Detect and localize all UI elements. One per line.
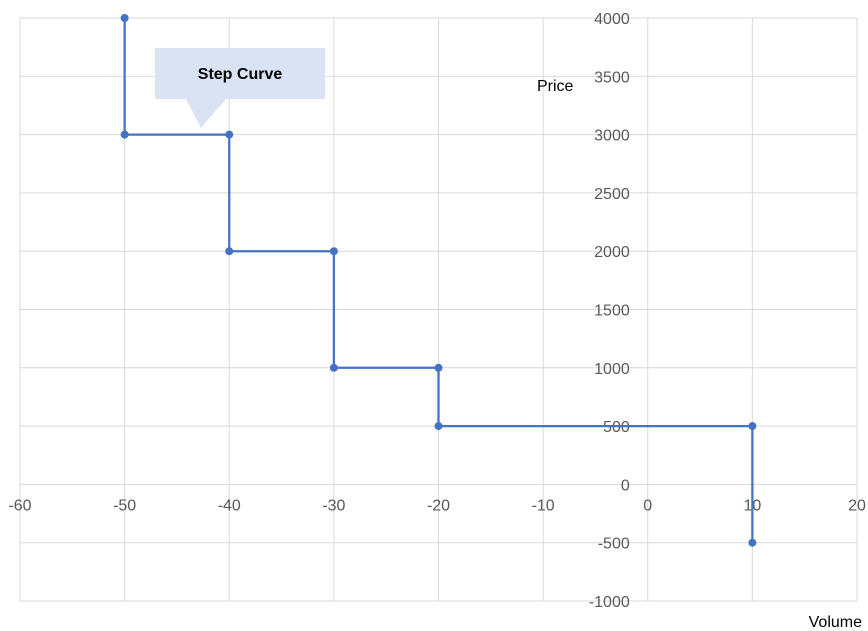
x-tick-label: -10	[532, 497, 555, 514]
data-point	[225, 130, 234, 139]
y-tick-label: -500	[598, 536, 630, 553]
x-tick-label: 20	[848, 497, 866, 514]
data-point	[748, 422, 757, 431]
data-point	[329, 363, 338, 372]
x-axis-title: Volume	[809, 614, 862, 631]
grid-lines	[19, 17, 858, 602]
data-point	[748, 538, 757, 547]
y-tick-label: 3000	[594, 128, 630, 145]
x-tick-label: -50	[113, 497, 136, 514]
y-axis-title: Price	[537, 78, 574, 95]
data-point	[329, 247, 338, 256]
x-tick-label: -30	[322, 497, 345, 514]
y-tick-label: 4000	[594, 11, 630, 28]
x-tick-label: 0	[643, 497, 652, 514]
y-tick-label: 2500	[594, 186, 630, 203]
series-line	[123, 18, 754, 543]
data-point	[434, 363, 443, 372]
axes	[20, 18, 857, 601]
y-tick-label: 1000	[594, 361, 630, 378]
y-tick-label: -1000	[589, 594, 630, 611]
callout: Step Curve	[155, 48, 325, 128]
y-tick-label: 3500	[594, 69, 630, 86]
data-point	[434, 422, 443, 431]
x-tick-label: -60	[8, 497, 31, 514]
tick-labels: -60 -50 -40 -30 -20 -10 0 10 20-1000-50005001000…	[8, 11, 866, 611]
x-tick-label: -40	[218, 497, 241, 514]
data-point	[120, 14, 129, 22]
y-tick-label: 500	[603, 419, 630, 436]
data-series	[120, 14, 757, 547]
callout-label: Step Curve	[198, 66, 283, 83]
y-tick-label: 2000	[594, 244, 630, 261]
callout-bubble	[155, 48, 325, 128]
data-point	[225, 247, 234, 256]
y-tick-label: 1500	[594, 303, 630, 320]
data-point	[120, 130, 129, 139]
y-tick-label: 0	[621, 477, 630, 494]
x-tick-label: -20	[427, 497, 450, 514]
